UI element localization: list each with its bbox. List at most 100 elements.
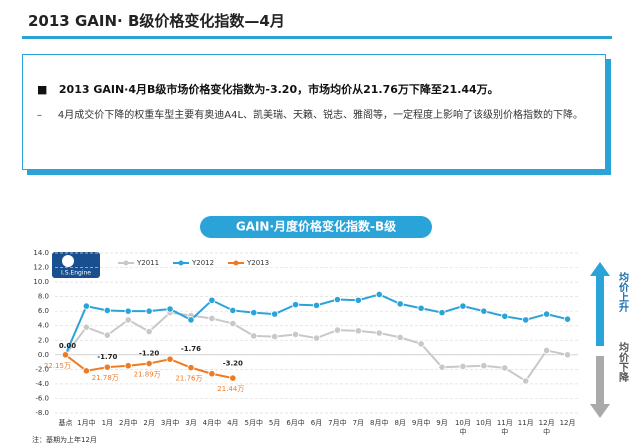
point (333, 295, 342, 304)
y-tick-label: -8.0 (35, 409, 49, 417)
y-tick-label: 12.0 (33, 264, 49, 272)
y-tick-label: 4.0 (38, 322, 49, 330)
y-tick-label: -6.0 (35, 394, 49, 402)
point (166, 305, 174, 313)
point (124, 362, 132, 370)
price-label: 21.44万 (217, 385, 244, 393)
point (459, 302, 467, 310)
point (145, 307, 153, 315)
point (501, 364, 509, 372)
x-tick-label: 3月中 (161, 418, 179, 427)
logo-icon (62, 255, 74, 267)
point (124, 316, 132, 324)
value-label: -1.20 (139, 350, 159, 358)
y-tick-label: 0.0 (38, 351, 49, 359)
point (103, 331, 111, 339)
point (375, 329, 383, 337)
y-tick-label: 10.0 (33, 278, 49, 286)
x-tick-label: 基点 (58, 418, 72, 427)
down-arrow (590, 356, 610, 418)
point (82, 302, 90, 310)
point (208, 370, 216, 378)
point (82, 367, 90, 375)
x-tick-part: 11月 (497, 419, 513, 427)
y-tick-label: 8.0 (38, 293, 49, 301)
point (333, 326, 342, 334)
summary-detail: – 4月成交价下降的权重车型主要有奥迪A4L、凯美瑞、天籁、锐志、雅阁等，一定程… (37, 110, 584, 121)
price-label: 22.15万 (44, 362, 71, 370)
logo-text: I.S.Engine (61, 270, 91, 277)
x-tick-label: 5月 (269, 419, 280, 427)
point (187, 364, 195, 372)
point (354, 327, 362, 335)
summary-bullet: ■ 2013 GAIN·4月B级市场价格变化指数为-3.20，市场均价从21.7… (37, 83, 499, 96)
summary-box: ■ 2013 GAIN·4月B级市场价格变化指数为-3.20，市场均价从21.7… (22, 54, 606, 170)
point (563, 315, 572, 323)
point (291, 330, 300, 339)
value-label: -1.70 (97, 353, 117, 361)
y-tick-label: -2.0 (35, 365, 49, 373)
chart-title: GAIN·月度价格变化指数-B级 (236, 219, 396, 234)
x-tick-label: 4月 (227, 419, 238, 427)
x-tick-label: 1月 (102, 419, 113, 427)
point (522, 377, 530, 385)
value-label: -1.76 (181, 345, 201, 353)
x-tick-label: 2月中 (119, 418, 137, 427)
x-tick-label: 7月中 (328, 418, 346, 427)
point (438, 309, 446, 317)
point (417, 304, 425, 312)
value-label: -3.20 (223, 360, 243, 368)
x-tick-label: 12月中 (539, 419, 555, 436)
point (501, 312, 509, 320)
x-tick-label: 7月 (353, 419, 364, 427)
point (312, 301, 321, 309)
x-tick-label: 12月 (560, 419, 576, 427)
point (522, 316, 530, 324)
point (459, 362, 467, 371)
y-tick-label: 2.0 (38, 336, 49, 344)
x-tick-label: 4月中 (203, 418, 221, 427)
point (208, 296, 216, 304)
point (124, 307, 132, 315)
point (480, 362, 488, 370)
point (396, 300, 404, 308)
x-tick-label: 9月 (436, 419, 447, 427)
x-tick-label: 10月中 (455, 419, 471, 436)
point (145, 359, 153, 368)
point (103, 363, 111, 371)
point (438, 363, 446, 371)
x-tick-label: 11月中 (497, 419, 513, 436)
point (354, 296, 362, 304)
point (543, 310, 551, 318)
price-label: 21.89万 (134, 371, 161, 379)
x-tick-label: 3月 (185, 419, 196, 427)
x-tick-label: 11月 (518, 419, 534, 427)
point (208, 314, 216, 323)
x-tick-part: 中 (501, 427, 508, 436)
point (250, 332, 258, 340)
point (229, 374, 237, 382)
point (312, 334, 321, 342)
point (145, 327, 153, 336)
page-title: 2013 GAIN· B级价格变化指数—4月 (28, 12, 285, 30)
side-label: 均价下降 (617, 341, 629, 383)
x-tick-label: 8月 (394, 419, 405, 427)
side-label: 均价上升 (617, 271, 629, 313)
point (82, 323, 90, 331)
value-label: 0.00 (59, 342, 76, 350)
up-arrow (590, 262, 610, 346)
x-tick-label: 1月中 (77, 418, 95, 427)
x-tick-label: 5月中 (245, 418, 263, 427)
point (563, 351, 572, 359)
legend-marker (233, 260, 239, 266)
point (61, 351, 70, 359)
point (543, 346, 551, 355)
legend-marker (123, 260, 129, 266)
point (187, 316, 195, 324)
x-tick-label: 8月中 (370, 418, 388, 427)
title-rule (22, 36, 612, 39)
point (166, 355, 174, 363)
x-tick-part: 中 (459, 427, 466, 436)
